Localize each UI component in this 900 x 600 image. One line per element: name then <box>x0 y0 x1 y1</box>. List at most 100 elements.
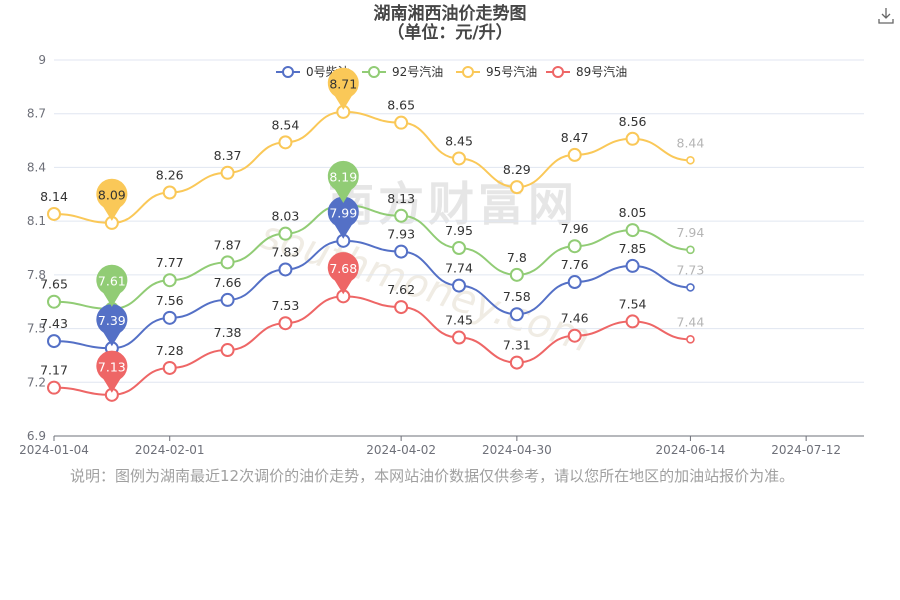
pin-shape <box>327 67 359 110</box>
data-label: 7.58 <box>503 289 531 304</box>
data-label: 7.31 <box>503 338 531 353</box>
pin-marker: 8.71 <box>327 67 359 110</box>
data-point[interactable] <box>47 334 61 349</box>
watermark-text: 南方财富网 <box>328 177 578 231</box>
data-label: 7.74 <box>445 261 473 276</box>
data-point[interactable] <box>625 223 640 238</box>
y-tick-label: 9 <box>38 53 46 67</box>
legend-item[interactable]: 89号汽油 <box>546 64 627 79</box>
y-tick-label: 6.9 <box>27 429 46 443</box>
data-point[interactable] <box>686 245 695 255</box>
watermark: southmoney.com 南方财富网 <box>255 177 596 362</box>
x-tick-label: 2024-04-30 <box>482 443 552 457</box>
data-label: 7.66 <box>214 275 242 290</box>
data-label: 8.05 <box>619 205 647 220</box>
data-label: 7.96 <box>561 221 589 236</box>
data-label: 7.76 <box>561 257 589 272</box>
pin-shape <box>96 350 128 393</box>
legend-symbol <box>282 66 294 78</box>
data-point[interactable] <box>278 135 293 150</box>
data-point[interactable] <box>509 267 524 282</box>
data-label: 7.73 <box>677 262 705 277</box>
data-point[interactable] <box>452 241 466 255</box>
pin-label: 8.71 <box>329 76 357 91</box>
y-tick-label: 8.1 <box>27 214 46 228</box>
pin-shape <box>96 264 128 307</box>
data-point[interactable] <box>567 328 582 343</box>
series-line-3 <box>53 295 691 396</box>
data-label: 8.56 <box>619 114 647 129</box>
data-point[interactable] <box>220 165 235 180</box>
y-tick-label: 7.2 <box>27 375 46 389</box>
data-point[interactable] <box>452 278 466 293</box>
data-point[interactable] <box>278 226 293 241</box>
data-point[interactable] <box>220 292 235 307</box>
data-point[interactable] <box>686 155 695 165</box>
data-point[interactable] <box>567 275 582 290</box>
data-point[interactable] <box>509 355 524 370</box>
data-label: 7.56 <box>156 293 184 308</box>
pin-shape <box>327 160 359 203</box>
data-label: 7.8 <box>507 250 527 265</box>
data-label: 7.62 <box>387 282 415 297</box>
data-label: 8.44 <box>677 135 705 150</box>
data-point[interactable] <box>625 131 640 146</box>
data-label: 8.29 <box>503 162 531 177</box>
data-point[interactable] <box>220 255 235 270</box>
legend[interactable]: 0号柴油 92号汽油 95号汽油 89号汽油 <box>276 64 627 79</box>
pin-label: 8.19 <box>329 170 357 185</box>
legend-item[interactable]: 95号汽油 <box>456 64 537 79</box>
legend-item[interactable]: 92号汽油 <box>362 64 443 79</box>
data-point[interactable] <box>567 239 582 254</box>
pin-label: 7.39 <box>98 313 126 328</box>
data-point[interactable] <box>394 115 409 130</box>
data-point[interactable] <box>567 147 582 162</box>
data-label: 7.94 <box>677 225 705 240</box>
data-point[interactable] <box>47 380 61 395</box>
x-tick-label: 2024-02-01 <box>135 443 205 457</box>
grid-lines <box>54 59 864 383</box>
data-label: 8.54 <box>272 117 300 132</box>
legend-symbol <box>552 66 564 78</box>
data-label: 8.65 <box>387 98 415 113</box>
data-point[interactable] <box>278 262 293 277</box>
y-tick-label: 8.7 <box>27 107 46 121</box>
data-point[interactable] <box>394 244 409 259</box>
data-label: 8.13 <box>387 191 415 206</box>
data-point[interactable] <box>509 307 524 322</box>
data-point[interactable] <box>394 300 409 315</box>
data-point[interactable] <box>394 208 409 223</box>
x-tick-label: 2024-06-14 <box>656 443 726 457</box>
pin-label: 7.68 <box>329 261 357 276</box>
data-point[interactable] <box>625 258 640 273</box>
data-point[interactable] <box>162 360 177 375</box>
data-point[interactable] <box>47 206 61 221</box>
data-point[interactable] <box>452 151 466 166</box>
watermark-en-text: southmoney.com <box>255 212 596 362</box>
legend-symbol <box>462 66 474 78</box>
pin-marker: 8.09 <box>96 178 128 221</box>
data-point[interactable] <box>162 273 177 288</box>
data-point[interactable] <box>47 294 61 309</box>
legend-label: 92号汽油 <box>392 64 443 79</box>
legend-symbol <box>368 66 380 78</box>
data-labels: 7.43 7.56 7.66 7.83 7.93 7.74 7.58 7.76 7.85 7.73… <box>40 98 704 378</box>
data-point[interactable] <box>625 314 640 329</box>
download-icon[interactable] <box>876 6 896 26</box>
x-tick-label: 2024-04-02 <box>366 443 436 457</box>
data-point[interactable] <box>686 283 695 292</box>
data-label: 8.26 <box>156 167 184 182</box>
data-label: 7.43 <box>40 316 68 331</box>
data-point[interactable] <box>686 335 695 344</box>
data-label: 8.14 <box>40 189 68 204</box>
data-point[interactable] <box>162 185 177 200</box>
data-point[interactable] <box>509 180 524 195</box>
pin-marker: 7.13 <box>96 350 128 393</box>
data-point[interactable] <box>162 310 177 325</box>
data-point[interactable] <box>220 343 235 358</box>
chart-subtitle: （单位：元/升） <box>387 22 512 43</box>
x-tick-label: 2024-01-04 <box>19 443 89 457</box>
data-point[interactable] <box>452 330 466 345</box>
data-point[interactable] <box>278 316 293 331</box>
